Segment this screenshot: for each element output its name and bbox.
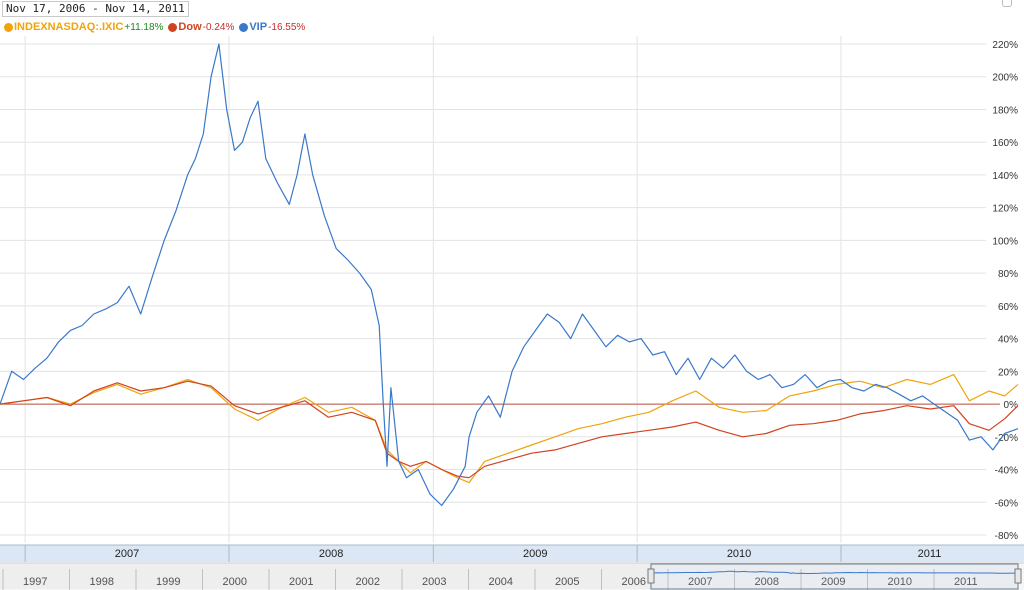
legend-item-dow[interactable]: Dow -0.24% <box>168 21 234 33</box>
overview-right-handle[interactable] <box>1014 568 1022 584</box>
overview-vip-trace <box>652 570 1016 574</box>
y-tick-label: 60% <box>998 302 1018 313</box>
y-tick-label: -80% <box>995 531 1018 542</box>
y-tick-label: -40% <box>995 466 1018 477</box>
date-range-display[interactable]: Nov 17, 2006 - Nov 14, 2011 <box>2 1 189 17</box>
overview-year-label: 2003 <box>422 576 446 588</box>
overview-year-label: 2000 <box>223 576 247 588</box>
legend-name-vip: VIP <box>249 21 268 33</box>
grid-lines <box>0 36 1000 543</box>
main-year-label: 2009 <box>523 548 547 560</box>
y-tick-label: 180% <box>992 105 1018 116</box>
overview-year-label: 1998 <box>90 576 114 588</box>
main-year-bar: 2007 2008 2009 2010 2011 <box>0 544 1024 562</box>
overview-year-label: 2009 <box>821 576 845 588</box>
legend-name-nasdaq: INDEXNASDAQ:.IXIC <box>14 21 124 33</box>
overview-navigator[interactable]: 1997 1998 1999 2000 2001 2002 2003 2004 2005 2006… <box>0 562 1024 590</box>
overview-year-label: 2002 <box>356 576 380 588</box>
y-tick-label: 160% <box>992 138 1018 149</box>
legend-change-dow: -0.24% <box>202 21 235 33</box>
dow-marker-icon <box>168 22 178 32</box>
legend: INDEXNASDAQ:.IXIC +11.18% Dow -0.24% VIP… <box>4 20 310 34</box>
nasdaq-marker-icon <box>4 22 13 32</box>
legend-name-dow: Dow <box>178 21 202 33</box>
y-tick-label: -20% <box>995 433 1018 444</box>
scroll-handle-icon[interactable] <box>1002 0 1012 7</box>
overview-year-label: 2001 <box>289 576 313 588</box>
overview-year-label: 2007 <box>688 576 712 588</box>
y-axis-ticks: 220% 200% 180% 160% 140% 120% 100% 80% 60% 40% 20%… <box>992 40 1018 542</box>
y-tick-label: 200% <box>992 73 1018 84</box>
overview-bg[interactable] <box>0 563 1024 590</box>
main-year-label: 2011 <box>918 548 942 560</box>
main-year-label: 2008 <box>319 548 343 560</box>
main-year-label: 2007 <box>115 548 139 560</box>
y-tick-label: 0% <box>1004 400 1019 411</box>
main-year-bar-bg <box>0 545 1024 562</box>
overview-year-label: 2008 <box>755 576 779 588</box>
overview-year-label: 2004 <box>489 576 513 588</box>
series-line-dow <box>0 380 1019 479</box>
y-tick-label: 100% <box>992 236 1018 247</box>
y-tick-label: -60% <box>995 498 1018 509</box>
series-lines <box>0 43 1019 507</box>
main-year-label: 2010 <box>727 548 751 560</box>
vip-marker-icon <box>239 22 249 32</box>
overview-year-label: 1999 <box>156 576 180 588</box>
overview-year-label: 2006 <box>622 576 646 588</box>
legend-change-vip: -16.55% <box>268 21 306 33</box>
legend-change-nasdaq: +11.18% <box>124 21 164 33</box>
y-tick-label: 40% <box>998 335 1018 346</box>
overview-left-handle[interactable] <box>647 568 655 584</box>
overview-year-label: 2005 <box>555 576 579 588</box>
series-line-vip <box>0 43 1019 507</box>
overview-year-label: 2010 <box>888 576 912 588</box>
y-tick-label: 220% <box>992 40 1018 51</box>
legend-item-vip[interactable]: VIP -16.55% <box>239 21 305 33</box>
overview-unselected-shade <box>0 564 651 589</box>
y-tick-label: 120% <box>992 204 1018 215</box>
overview-year-label: 2011 <box>954 576 978 588</box>
overview-selection-window[interactable] <box>650 563 1019 590</box>
series-line-nasdaq <box>0 374 1019 484</box>
y-tick-label: 20% <box>998 367 1018 378</box>
y-tick-label: 80% <box>998 269 1018 280</box>
y-tick-label: 140% <box>992 171 1018 182</box>
legend-item-nasdaq[interactable]: INDEXNASDAQ:.IXIC +11.18% <box>4 21 163 33</box>
overview-year-label: 1997 <box>23 576 47 588</box>
